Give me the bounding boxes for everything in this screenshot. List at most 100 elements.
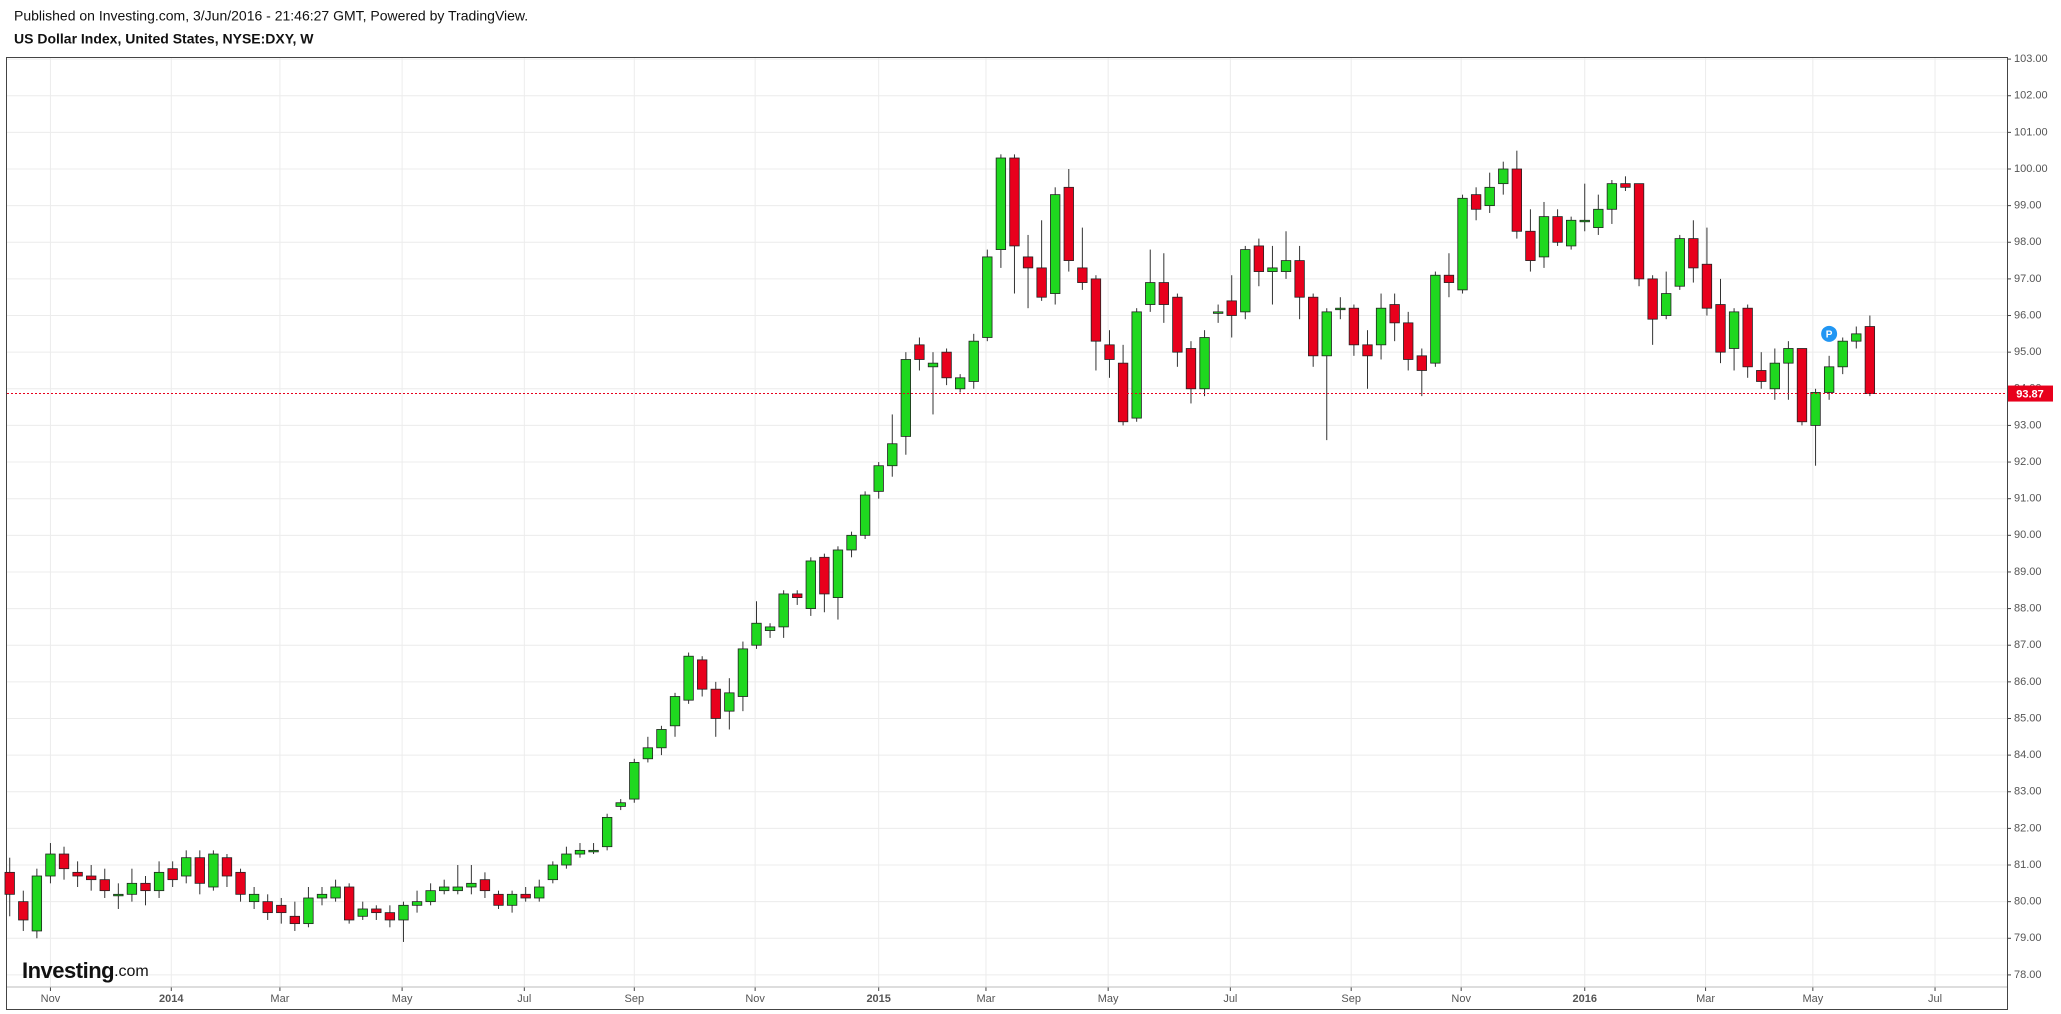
candle-body: [1864, 326, 1876, 394]
candle-body: [371, 908, 382, 914]
y-tick-label: 78.00: [2014, 969, 2042, 981]
watermark-brand: Investing: [22, 958, 114, 983]
candle-body: [262, 901, 273, 914]
candle-body: [574, 849, 586, 855]
candle-body: [1077, 267, 1088, 283]
candle-body: [411, 901, 423, 906]
x-tick-label: Jul: [1928, 993, 1942, 1005]
candle-body: [1728, 311, 1740, 349]
candle-body: [303, 897, 314, 925]
candle-body: [1212, 311, 1224, 314]
candle-body: [316, 893, 328, 899]
candle-body: [1131, 311, 1142, 419]
candle-body: [18, 901, 29, 921]
candles: [4, 150, 1876, 942]
candle-body: [1335, 307, 1346, 311]
candle-body: [683, 655, 694, 701]
x-tick-label: May: [392, 993, 413, 1005]
candle-body: [1633, 183, 1645, 280]
candle-body: [1511, 168, 1522, 232]
candle-body: [1470, 194, 1482, 210]
candle-body: [764, 626, 776, 631]
y-tick-label: 82.00: [2014, 822, 2042, 834]
candle-body: [1606, 183, 1618, 210]
candle-body: [1226, 300, 1237, 316]
candle-body: [1294, 260, 1305, 298]
candle-body: [439, 886, 450, 892]
candle-body: [466, 882, 477, 888]
candle-body: [1308, 296, 1319, 357]
candle-body: [819, 556, 830, 595]
candle-body: [330, 886, 341, 899]
candle-body: [1810, 392, 1821, 426]
x-tick-label: May: [1802, 993, 1823, 1005]
y-tick-label: 102.00: [2014, 90, 2048, 102]
candle-body: [1022, 256, 1034, 269]
x-tick-label: May: [1098, 993, 1119, 1005]
candle-body: [1348, 307, 1360, 346]
y-tick-label: 91.00: [2014, 493, 2042, 505]
candle-body: [126, 882, 138, 895]
candle-body: [1267, 267, 1278, 272]
candle-body: [1647, 278, 1658, 320]
candle-body: [914, 344, 925, 360]
candle-body: [1321, 311, 1332, 357]
candle-body: [1443, 274, 1455, 283]
candle-body: [887, 443, 898, 467]
candle-body: [846, 534, 857, 551]
candle-body: [1538, 216, 1550, 258]
y-tick-label: 80.00: [2014, 896, 2042, 908]
candle-body: [493, 893, 504, 906]
candle-body: [805, 560, 816, 609]
candle-body: [86, 875, 97, 881]
candle-body: [194, 857, 205, 884]
candle-body: [561, 853, 572, 866]
candle-body: [900, 359, 911, 437]
candle-body: [1416, 355, 1427, 371]
candle-body: [642, 747, 654, 760]
candle-body: [1552, 216, 1563, 243]
x-tick-label: Jul: [517, 993, 531, 1005]
marker-icon: [1821, 325, 1838, 342]
y-tick-label: 96.00: [2014, 309, 2042, 321]
candle-body: [1240, 249, 1251, 313]
watermark: Investing.com: [22, 958, 149, 983]
candle-body: [656, 729, 667, 749]
candle-body: [697, 659, 708, 690]
candle-body: [615, 802, 626, 807]
candle-body: [1117, 362, 1129, 423]
candle-body: [1104, 344, 1115, 360]
candle-body: [669, 696, 681, 727]
marker-label: P: [1826, 329, 1833, 340]
candle-body: [1769, 362, 1780, 390]
candle-body: [99, 879, 110, 892]
candle-body: [1796, 348, 1808, 423]
y-tick-label: 90.00: [2014, 529, 2042, 541]
candle-body: [208, 853, 219, 888]
candle-body: [113, 893, 124, 897]
candle-body: [1715, 304, 1726, 353]
y-tick-label: 100.00: [2014, 163, 2048, 175]
y-tick-label: 84.00: [2014, 749, 2042, 761]
candle-body: [1185, 348, 1197, 390]
candle-body: [1403, 322, 1414, 360]
y-tick-label: 87.00: [2014, 639, 2042, 651]
candle-body: [1484, 186, 1495, 207]
y-tick-label: 85.00: [2014, 712, 2042, 724]
x-tick-label: Sep: [625, 993, 645, 1005]
candle-body: [384, 912, 396, 921]
watermark-suffix: .com: [114, 963, 149, 980]
candle-body: [1389, 304, 1400, 324]
y-tick-label: 79.00: [2014, 932, 2042, 944]
candle-body: [968, 340, 979, 382]
x-tick-label: Mar: [270, 993, 289, 1005]
candle-body: [1090, 278, 1102, 342]
x-tick-label: 2014: [159, 993, 184, 1005]
candle-body: [276, 904, 287, 914]
candle-body: [629, 762, 640, 800]
candle-body: [1688, 238, 1699, 269]
candle-body: [31, 875, 43, 932]
candle-body: [153, 871, 165, 892]
instrument-title: US Dollar Index, United States, NYSE:DXY…: [14, 31, 314, 47]
